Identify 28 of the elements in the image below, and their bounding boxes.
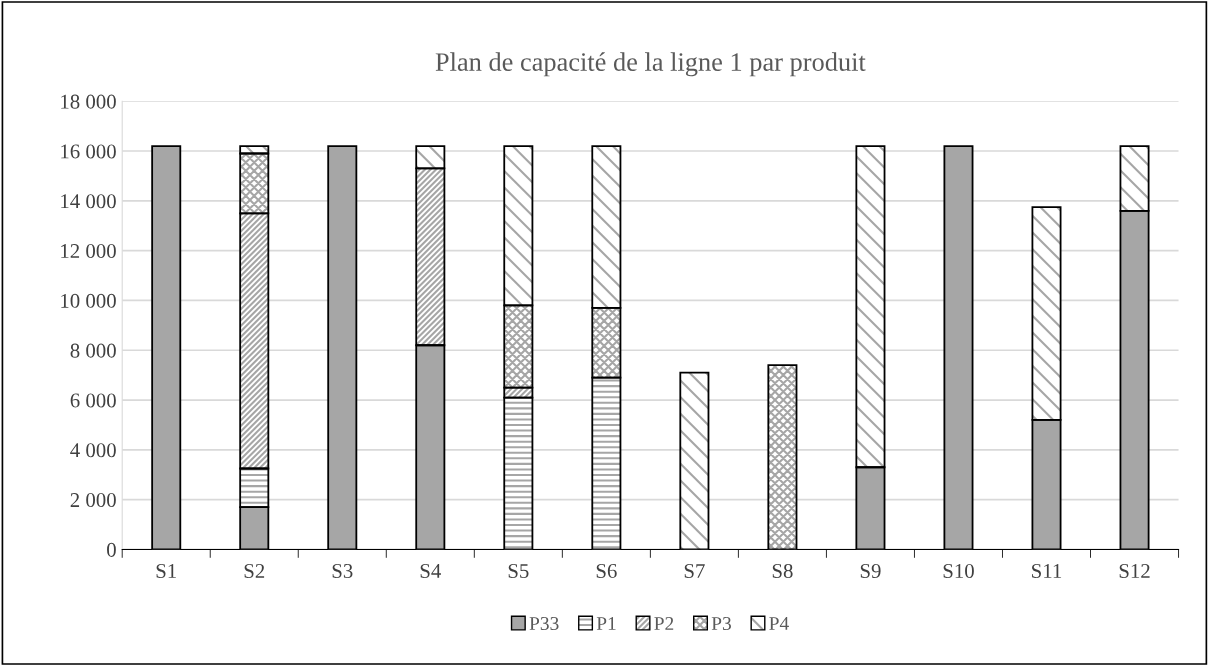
y-tick-label: 14 000 bbox=[61, 194, 116, 209]
x-tick-label: S5 bbox=[508, 564, 529, 578]
legend-label: P2 bbox=[654, 616, 674, 630]
x-tick-label: S9 bbox=[860, 564, 881, 578]
x-tick-label: S11 bbox=[1032, 564, 1062, 578]
y-tick-label: 10 000 bbox=[61, 293, 116, 308]
y-tick-label: 2 000 bbox=[70, 493, 116, 508]
y-tick-label: 6 000 bbox=[70, 393, 116, 408]
legend-label: P4 bbox=[769, 617, 789, 630]
legend-label: P33 bbox=[529, 616, 559, 631]
y-tick-label: 12 000 bbox=[61, 244, 116, 259]
y-tick-label: 0 bbox=[107, 542, 116, 557]
x-tick-label: S10 bbox=[943, 563, 974, 578]
x-tick-label: S3 bbox=[332, 564, 353, 578]
y-tick-label: 16 000 bbox=[61, 144, 116, 159]
chart-title: Plan de capacité de la ligne 1 par produit bbox=[435, 52, 866, 77]
x-tick-label: S6 bbox=[596, 564, 617, 578]
legend-label: P3 bbox=[711, 616, 731, 631]
y-tick-label: 18 000 bbox=[61, 94, 116, 109]
x-tick-label: S8 bbox=[772, 563, 793, 578]
x-tick-label: S7 bbox=[684, 564, 705, 578]
x-tick-label: S12 bbox=[1119, 564, 1150, 578]
x-tick-label: S1 bbox=[156, 564, 176, 578]
x-tick-label: S4 bbox=[420, 564, 441, 578]
legend-label: P1 bbox=[596, 617, 616, 630]
y-tick-label: 4 000 bbox=[70, 443, 116, 458]
y-tick-label: 8 000 bbox=[70, 343, 116, 358]
x-tick-label: S2 bbox=[244, 564, 265, 578]
